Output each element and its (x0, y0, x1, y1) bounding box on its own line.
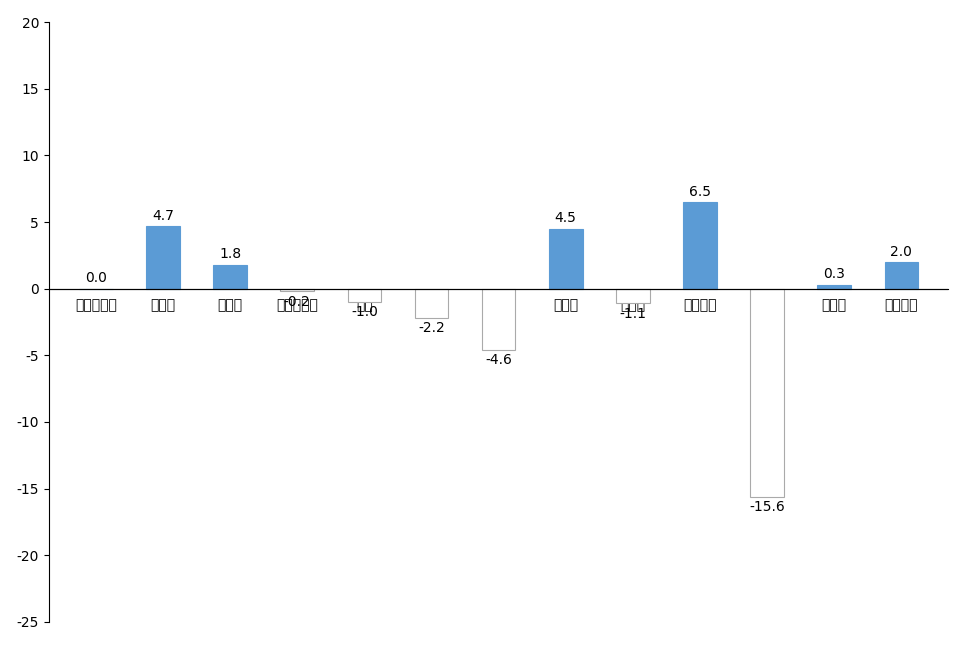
Bar (415, 289, 449, 318)
Text: -15.6: -15.6 (749, 500, 785, 514)
Bar (281, 289, 314, 291)
Text: -1.0: -1.0 (351, 305, 378, 320)
Text: 6.5: 6.5 (689, 185, 711, 199)
Text: 1.8: 1.8 (219, 247, 241, 261)
Text: -2.2: -2.2 (418, 322, 445, 335)
Bar (885, 262, 918, 289)
Text: -4.6: -4.6 (485, 353, 512, 367)
Text: 2.0: 2.0 (891, 245, 912, 259)
Text: 4.7: 4.7 (152, 209, 174, 223)
Bar (147, 226, 179, 289)
Bar (213, 265, 247, 289)
Bar (751, 289, 784, 496)
Bar (683, 202, 717, 289)
Text: -0.2: -0.2 (284, 294, 311, 309)
Bar (817, 285, 851, 289)
Bar (616, 289, 649, 303)
Bar (549, 229, 583, 289)
Bar (482, 289, 515, 350)
Text: 0.0: 0.0 (85, 271, 107, 285)
Bar (347, 289, 381, 302)
Text: -1.1: -1.1 (620, 307, 647, 321)
Text: 0.3: 0.3 (823, 267, 845, 281)
Text: 4.5: 4.5 (555, 212, 577, 225)
